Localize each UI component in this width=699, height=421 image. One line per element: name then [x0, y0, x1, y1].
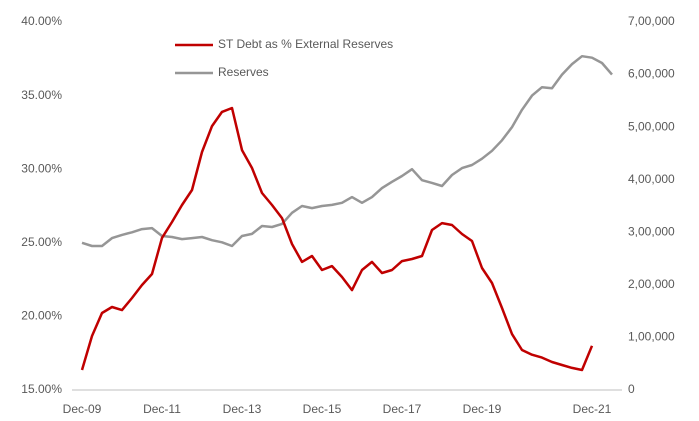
legend-label: ST Debt as % External Reserves: [218, 37, 393, 51]
y-tick-label: 30.00%: [21, 161, 62, 175]
x-tick-label: Dec-21: [573, 402, 612, 416]
y-tick-label: 35.00%: [21, 88, 62, 102]
y2-tick-label: 5,00,000: [628, 119, 675, 133]
x-tick-label: Dec-17: [383, 402, 422, 416]
y2-tick-label: 1,00,000: [628, 330, 675, 344]
y-tick-label: 20.00%: [21, 309, 62, 323]
x-tick-label: Dec-11: [143, 402, 181, 416]
y2-tick-label: 6,00,000: [628, 67, 675, 81]
y-tick-label: 40.00%: [21, 14, 62, 28]
x-tick-label: Dec-09: [63, 402, 102, 416]
y2-tick-label: 0: [628, 382, 635, 396]
x-tick-label: Dec-13: [223, 402, 262, 416]
x-tick-label: Dec-19: [463, 402, 502, 416]
y2-tick-label: 4,00,000: [628, 172, 675, 186]
y2-tick-label: 3,00,000: [628, 224, 675, 238]
series-line: [81, 54, 613, 248]
legend-label: Reserves: [218, 65, 269, 79]
x-tick-label: Dec-15: [303, 402, 342, 416]
y-tick-label: 15.00%: [21, 382, 62, 396]
series-line: [80, 106, 594, 372]
y-tick-label: 25.00%: [21, 235, 62, 249]
y2-tick-label: 2,00,000: [628, 277, 675, 291]
y2-tick-label: 7,00,000: [628, 14, 675, 28]
